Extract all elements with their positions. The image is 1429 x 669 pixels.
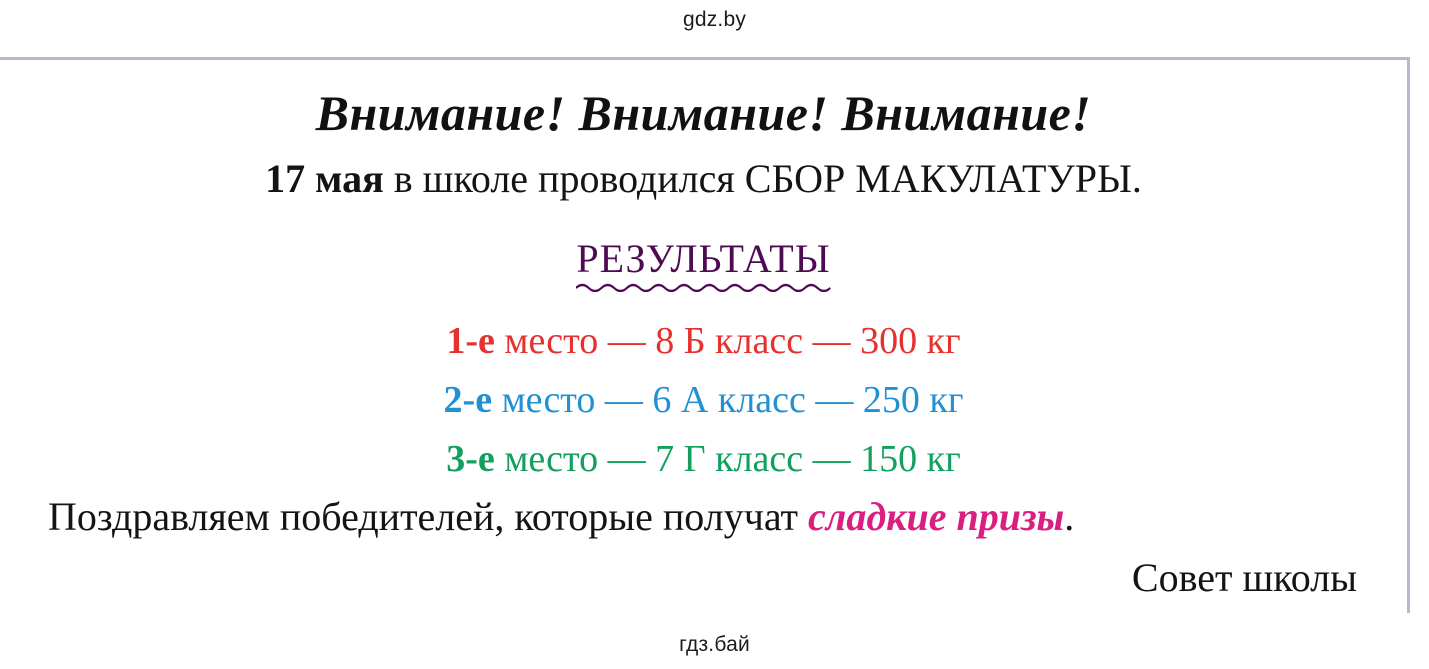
event-date: 17 мая	[265, 156, 384, 201]
result-dash: —	[805, 379, 863, 421]
event-description: в школе проводился СБОР МАКУЛАТУРЫ.	[383, 156, 1142, 201]
result-row: 3-е место — 7 Г класс — 150 кг	[0, 430, 1407, 489]
watermark-top: gdz.by	[682, 8, 747, 31]
result-row: 2-е место — 6 А класс — 250 кг	[0, 371, 1407, 430]
announcement-headline: Внимание! Внимание! Внимание!	[315, 85, 1092, 141]
result-row: 1-е место — 8 Б класс — 300 кг	[0, 312, 1407, 371]
result-place: 1-е	[446, 320, 495, 362]
result-unit: кг	[917, 438, 961, 480]
announcement-panel: Внимание! Внимание! Внимание! 17 мая в ш…	[0, 57, 1410, 613]
result-dash: —	[595, 379, 653, 421]
result-dash: —	[803, 320, 861, 362]
results-title-text: РЕЗУЛЬТАТЫ	[576, 236, 831, 281]
results-title-wrapper: РЕЗУЛЬТАТЫ	[0, 236, 1407, 292]
result-class: 6 А класс	[652, 379, 806, 421]
result-unit: кг	[919, 379, 964, 421]
results-list: 1-е место — 8 Б класс — 300 кг 2-е место…	[0, 312, 1407, 489]
result-dash: —	[598, 438, 656, 480]
wavy-underline-icon	[576, 283, 831, 292]
result-amount: 150	[860, 438, 918, 480]
result-place: 2-е	[443, 379, 493, 421]
result-amount: 300	[860, 320, 918, 362]
result-dash: —	[803, 438, 861, 480]
watermark-bottom: гдз.бай	[679, 633, 750, 656]
result-class: 8 Б класс	[655, 320, 804, 362]
congratulations-tail: .	[1064, 494, 1075, 539]
result-amount: 250	[862, 379, 920, 421]
result-dash: —	[598, 320, 656, 362]
result-place-word: место	[494, 320, 599, 362]
announcement-inner: Внимание! Внимание! Внимание! 17 мая в ш…	[0, 60, 1407, 613]
prize-text: сладкие призы	[808, 494, 1065, 539]
result-place-word: место	[492, 379, 596, 421]
results-title: РЕЗУЛЬТАТЫ	[576, 236, 831, 292]
result-place: 3-е	[446, 438, 495, 480]
congratulations-line: Поздравляем победителей, которые получат…	[48, 493, 1368, 541]
signature-line: Совет школы	[1131, 555, 1357, 600]
result-unit: кг	[917, 320, 961, 362]
result-place-word: место	[494, 438, 599, 480]
result-class: 7 Г класс	[655, 438, 804, 480]
announcement-subline: 17 мая в школе проводился СБОР МАКУЛАТУР…	[0, 156, 1407, 202]
congratulations-lead: Поздравляем победителей, которые получат	[48, 494, 809, 539]
